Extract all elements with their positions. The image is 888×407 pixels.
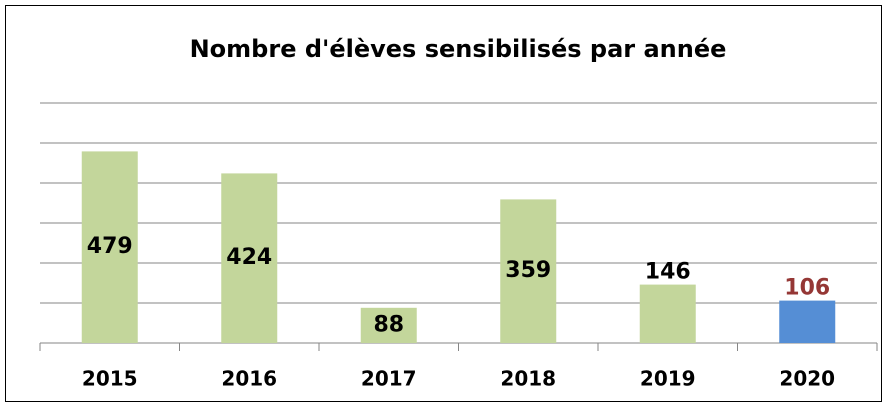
x-tick-label: 2017 bbox=[361, 367, 417, 391]
bar bbox=[639, 284, 696, 343]
bar bbox=[81, 151, 138, 343]
chart-frame bbox=[5, 5, 882, 402]
data-label: 88 bbox=[373, 312, 404, 337]
x-tick-label: 2020 bbox=[779, 367, 835, 391]
x-tick-label: 2015 bbox=[82, 367, 138, 391]
bar bbox=[221, 173, 278, 343]
data-label: 146 bbox=[645, 260, 691, 285]
bar bbox=[779, 300, 836, 343]
data-label: 106 bbox=[784, 276, 830, 301]
x-tick-label: 2019 bbox=[640, 367, 696, 391]
bar bbox=[500, 199, 557, 343]
bar bbox=[360, 307, 417, 343]
data-label: 424 bbox=[226, 245, 272, 270]
chart-title: Nombre d'élèves sensibilisés par année bbox=[190, 35, 727, 63]
data-label: 359 bbox=[505, 258, 551, 283]
x-tick-label: 2018 bbox=[500, 367, 556, 391]
data-label: 479 bbox=[87, 234, 133, 259]
x-tick-label: 2016 bbox=[221, 367, 277, 391]
